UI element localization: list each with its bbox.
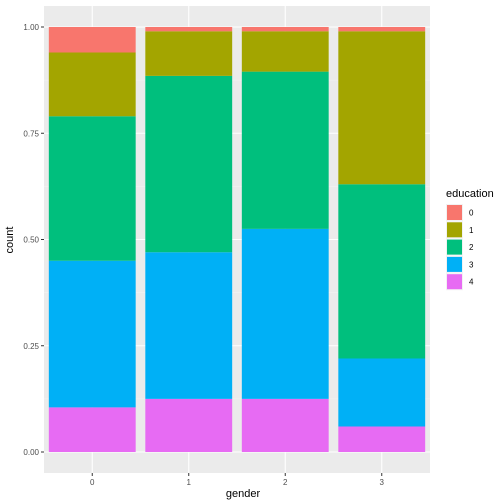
bar-segment-gender-0-education-2 bbox=[48, 116, 136, 261]
y-axis-title: count bbox=[4, 227, 16, 254]
legend-swatch bbox=[447, 256, 462, 272]
bar-segment-gender-2-education-2 bbox=[241, 71, 329, 229]
legend-swatch bbox=[447, 205, 462, 220]
y-tick-label: 0.75 bbox=[23, 129, 39, 138]
y-tick-label: 0.25 bbox=[23, 342, 39, 351]
bar-segment-gender-3-education-0 bbox=[338, 27, 426, 32]
legend-swatch bbox=[447, 239, 462, 255]
legend: education 0 1 2 3 4 bbox=[446, 188, 494, 291]
legend-swatch bbox=[447, 274, 462, 290]
bar-segment-gender-3-education-3 bbox=[338, 358, 426, 427]
bar-segment-gender-3-education-1 bbox=[338, 31, 426, 185]
bar-segment-gender-0-education-3 bbox=[48, 260, 136, 408]
bar-segment-gender-1-education-1 bbox=[145, 31, 233, 76]
x-tick-label: 0 bbox=[90, 478, 95, 487]
bar-segment-gender-2-education-0 bbox=[241, 27, 329, 32]
bar-segment-gender-1-education-4 bbox=[145, 398, 233, 452]
bar-segment-gender-0-education-0 bbox=[48, 27, 136, 53]
x-tick-label: 2 bbox=[283, 478, 288, 487]
y-axis: 0.00 0.25 0.50 0.75 1.00 bbox=[23, 23, 44, 457]
bar-segment-gender-2-education-3 bbox=[241, 228, 329, 399]
legend-label: 4 bbox=[469, 278, 474, 287]
bar-segment-gender-0-education-1 bbox=[48, 52, 136, 117]
x-axis-title: gender bbox=[226, 488, 261, 500]
bar-segment-gender-3-education-4 bbox=[338, 426, 426, 452]
x-tick-label: 1 bbox=[187, 478, 192, 487]
bar-segment-gender-2-education-4 bbox=[241, 398, 329, 452]
bar-segment-gender-1-education-0 bbox=[145, 27, 233, 32]
y-tick-label: 1.00 bbox=[23, 23, 39, 32]
bar-segment-gender-2-education-1 bbox=[241, 31, 329, 72]
y-tick-label: 0.00 bbox=[23, 448, 39, 457]
x-axis: 0 1 2 3 bbox=[90, 473, 385, 487]
bars bbox=[48, 27, 426, 452]
bar-segment-gender-1-education-3 bbox=[145, 252, 233, 399]
bar-segment-gender-0-education-4 bbox=[48, 407, 136, 452]
legend-title: education bbox=[446, 188, 494, 200]
y-tick-label: 0.50 bbox=[23, 236, 39, 245]
x-tick-label: 3 bbox=[380, 478, 385, 487]
legend-label: 3 bbox=[469, 260, 474, 269]
bar-segment-gender-3-education-2 bbox=[338, 184, 426, 359]
bar-segment-gender-1-education-2 bbox=[145, 75, 233, 253]
legend-swatch bbox=[447, 222, 462, 238]
legend-label: 2 bbox=[469, 243, 474, 252]
legend-label: 0 bbox=[469, 209, 474, 218]
legend-label: 1 bbox=[469, 226, 474, 235]
